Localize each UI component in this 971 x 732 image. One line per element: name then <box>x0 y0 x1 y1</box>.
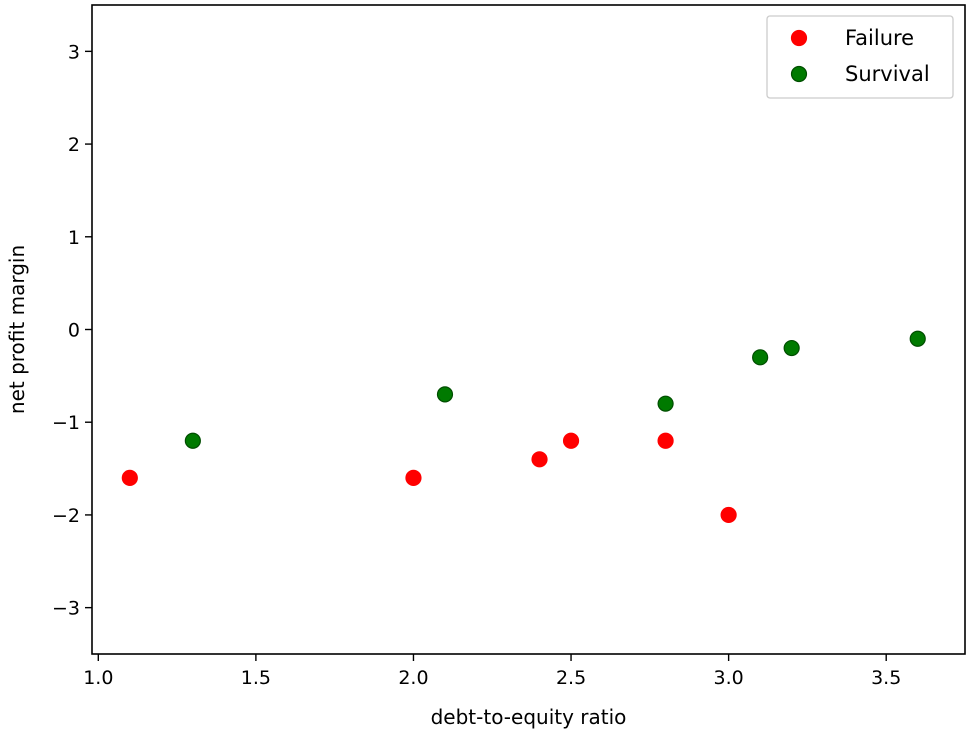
y-tick-label: −2 <box>52 505 80 527</box>
data-point-failure <box>531 451 548 468</box>
x-tick-label: 2.5 <box>556 667 586 689</box>
data-point-failure <box>405 469 422 486</box>
legend-label-failure: Failure <box>845 26 914 50</box>
plot-frame <box>91 4 966 655</box>
data-point-survival <box>909 330 926 347</box>
y-axis-label: net profit margin <box>5 245 29 414</box>
data-point-survival <box>657 395 674 412</box>
y-tick-label: −1 <box>52 412 80 434</box>
x-tick-label: 2.0 <box>398 667 428 689</box>
data-point-failure <box>720 506 737 524</box>
x-tick-label: 1.5 <box>241 667 271 689</box>
y-tick-label: 3 <box>68 41 80 63</box>
y-tick-label: 2 <box>68 134 80 156</box>
data-point-survival <box>184 432 201 449</box>
legend-marker-survival <box>790 65 808 83</box>
legend: Failure Survival <box>766 15 954 99</box>
y-axis-ticks: −3 −2 −1 0 1 2 3 <box>52 41 92 620</box>
data-point-survival <box>752 349 769 366</box>
data-point-failure <box>562 432 580 449</box>
x-tick-label: 1.0 <box>83 667 113 689</box>
data-point-failure <box>657 432 674 449</box>
data-point-survival <box>436 386 454 403</box>
data-point-survival <box>783 339 800 357</box>
x-axis-label: debt-to-equity ratio <box>431 705 627 729</box>
x-axis-ticks: 1.0 1.5 2.0 2.5 3.0 3.5 <box>83 654 901 689</box>
x-tick-label: 3.0 <box>714 667 744 689</box>
data-point-failure <box>121 469 138 486</box>
y-tick-label: 1 <box>68 227 80 249</box>
x-tick-label: 3.5 <box>871 667 901 689</box>
legend-box <box>766 15 954 99</box>
data-points <box>121 330 926 524</box>
y-tick-label: 0 <box>68 320 80 342</box>
legend-label-survival: Survival <box>845 62 930 86</box>
y-tick-label: −3 <box>52 598 80 620</box>
legend-marker-failure <box>790 29 808 47</box>
